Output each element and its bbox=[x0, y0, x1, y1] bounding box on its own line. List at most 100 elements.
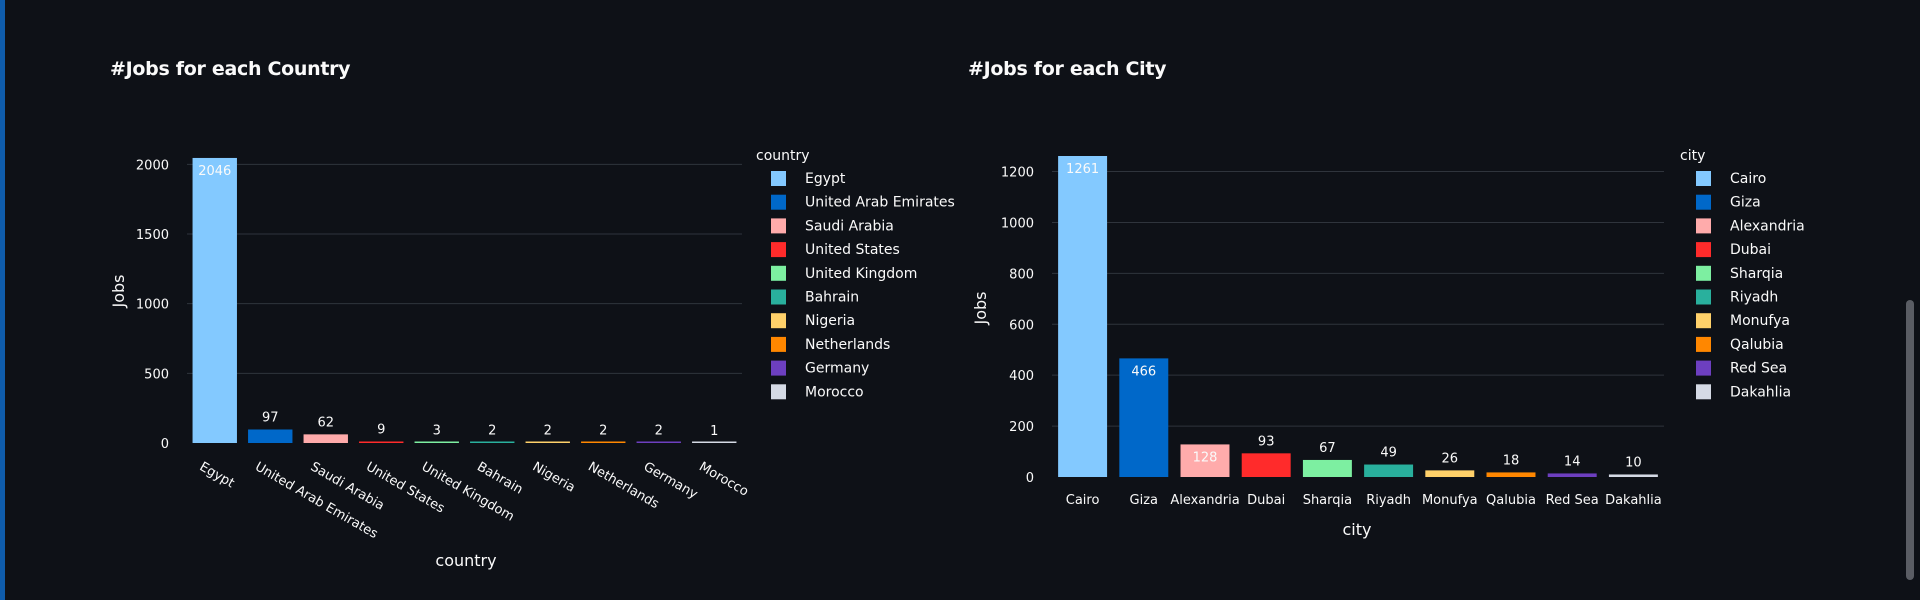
bar-chart-country: 2046 97 62 9 3 2 2 2 2 1 0 500 1000 1500 2000 Egypt Uni… bbox=[109, 148, 955, 570]
y-tick-label: 600 bbox=[1009, 318, 1034, 333]
legend-swatch bbox=[771, 218, 786, 234]
legend-item-saudi-arabia[interactable]: Saudi Arabia bbox=[771, 218, 894, 234]
y-tick-label: 1000 bbox=[136, 298, 169, 313]
legend-swatch bbox=[771, 242, 786, 258]
data-label: 10 bbox=[1625, 455, 1642, 470]
legend-item-alexandria[interactable]: Alexandria bbox=[1696, 218, 1805, 234]
legend-item-egypt[interactable]: Egypt bbox=[771, 171, 846, 187]
x-tick-label: Nigeria bbox=[530, 459, 578, 495]
legend-label: Red Sea bbox=[1730, 361, 1787, 377]
bar-egypt[interactable] bbox=[192, 157, 237, 443]
legend-item-red-sea[interactable]: Red Sea bbox=[1696, 360, 1787, 377]
y-tick-label: 400 bbox=[1009, 369, 1034, 384]
bar-cairo[interactable] bbox=[1058, 156, 1108, 477]
legend-label: Saudi Arabia bbox=[805, 218, 894, 234]
bar-sharqia[interactable] bbox=[1302, 459, 1352, 477]
bar-netherlands[interactable] bbox=[581, 441, 626, 444]
bar-red-sea[interactable] bbox=[1547, 473, 1597, 477]
bar-alexandria[interactable] bbox=[1180, 444, 1230, 477]
legend-swatch bbox=[1696, 194, 1711, 210]
data-label: 1 bbox=[710, 424, 718, 439]
data-label: 26 bbox=[1442, 451, 1459, 466]
legend-swatch bbox=[1696, 360, 1711, 376]
bar-dubai[interactable] bbox=[1241, 453, 1291, 477]
legend-label: United Kingdom bbox=[805, 266, 917, 282]
x-tick-label: Dubai bbox=[1247, 493, 1285, 508]
y-axis-title: Jobs bbox=[109, 275, 128, 309]
data-label: 67 bbox=[1319, 441, 1336, 456]
legend-item-united-states[interactable]: United States bbox=[771, 242, 900, 258]
x-tick-label: Riyadh bbox=[1366, 493, 1411, 508]
legend-item-giza[interactable]: Giza bbox=[1696, 194, 1761, 211]
legend-label: Netherlands bbox=[805, 337, 890, 353]
legend-item-bahrain[interactable]: Bahrain bbox=[771, 289, 859, 306]
legend-title: city bbox=[1680, 148, 1705, 164]
legend-label: Qalubia bbox=[1730, 337, 1784, 353]
bar-chart-city: 1261 466 128 93 67 49 26 18 14 10 0 200 400 600 800 10… bbox=[971, 148, 1805, 539]
legend-label: Alexandria bbox=[1730, 218, 1805, 234]
y-tick-label: 0 bbox=[1026, 471, 1034, 486]
legend-item-netherlands[interactable]: Netherlands bbox=[771, 336, 890, 353]
legend-swatch bbox=[771, 313, 786, 329]
x-axis-title: country bbox=[435, 551, 496, 570]
x-tick-label: Egypt bbox=[197, 459, 237, 491]
legend-label: Dubai bbox=[1730, 242, 1771, 258]
legend-item-united-kingdom[interactable]: United Kingdom bbox=[771, 265, 917, 282]
bar-bahrain[interactable] bbox=[470, 441, 515, 444]
data-label: 49 bbox=[1380, 446, 1397, 461]
data-label: 466 bbox=[1131, 364, 1156, 379]
data-label: 1261 bbox=[1066, 162, 1099, 177]
scrollbar-thumb[interactable] bbox=[1906, 300, 1914, 580]
legend-item-dakahlia[interactable]: Dakahlia bbox=[1696, 384, 1791, 400]
data-label: 3 bbox=[433, 424, 441, 439]
sidebar-edge bbox=[0, 0, 5, 600]
legend-swatch bbox=[1696, 242, 1711, 258]
legend-swatch bbox=[771, 289, 786, 305]
bar-united-arab-emirates[interactable] bbox=[248, 429, 293, 443]
scrollbar-track[interactable] bbox=[1906, 0, 1916, 600]
legend-swatch bbox=[1696, 171, 1711, 186]
legend-swatch bbox=[771, 336, 786, 352]
legend-item-nigeria[interactable]: Nigeria bbox=[771, 313, 855, 329]
legend-label: Dakahlia bbox=[1730, 384, 1791, 400]
legend-swatch bbox=[771, 360, 786, 376]
bar-saudi-arabia[interactable] bbox=[303, 434, 348, 443]
data-label: 93 bbox=[1258, 434, 1275, 449]
legend-item-cairo[interactable]: Cairo bbox=[1696, 171, 1766, 187]
x-tick-label: Alexandria bbox=[1170, 493, 1239, 508]
bar-morocco[interactable] bbox=[692, 441, 737, 444]
legend-item-morocco[interactable]: Morocco bbox=[771, 384, 864, 400]
chart-title-city: #Jobs for each City bbox=[968, 58, 1167, 80]
bar-germany[interactable] bbox=[636, 441, 681, 444]
bar-united-kingdom[interactable] bbox=[414, 441, 459, 444]
legend-item-sharqia[interactable]: Sharqia bbox=[1696, 265, 1783, 282]
legend-item-monufya[interactable]: Monufya bbox=[1696, 313, 1790, 329]
data-label: 18 bbox=[1503, 453, 1520, 468]
bar-giza[interactable] bbox=[1119, 358, 1169, 477]
data-label: 2 bbox=[599, 424, 607, 439]
data-label: 62 bbox=[317, 415, 334, 430]
x-tick-label: Morocco bbox=[696, 459, 751, 499]
y-tick-label: 2000 bbox=[136, 158, 169, 173]
y-tick-label: 1200 bbox=[1001, 166, 1034, 181]
bar-dakahlia[interactable] bbox=[1608, 474, 1658, 477]
legend-swatch bbox=[1696, 289, 1711, 305]
legend-swatch bbox=[1696, 384, 1711, 400]
legend-swatch bbox=[1696, 218, 1711, 234]
legend-swatch bbox=[1696, 336, 1711, 352]
legend-label: Giza bbox=[1730, 195, 1761, 211]
bar-qalubia[interactable] bbox=[1486, 472, 1536, 477]
legend-item-qalubia[interactable]: Qalubia bbox=[1696, 336, 1784, 353]
legend-item-germany[interactable]: Germany bbox=[771, 360, 869, 377]
legend-item-riyadh[interactable]: Riyadh bbox=[1696, 289, 1778, 306]
data-label: 9 bbox=[377, 423, 385, 438]
legend-swatch bbox=[771, 171, 786, 186]
bar-united-states[interactable] bbox=[359, 441, 404, 444]
bar-nigeria[interactable] bbox=[525, 441, 570, 444]
bar-monufya[interactable] bbox=[1425, 470, 1475, 477]
y-tick-label: 200 bbox=[1009, 420, 1034, 435]
data-label: 2 bbox=[488, 424, 496, 439]
legend-item-united-arab-emirates[interactable]: United Arab Emirates bbox=[771, 194, 955, 211]
bar-riyadh[interactable] bbox=[1364, 464, 1414, 477]
legend-item-dubai[interactable]: Dubai bbox=[1696, 242, 1771, 258]
